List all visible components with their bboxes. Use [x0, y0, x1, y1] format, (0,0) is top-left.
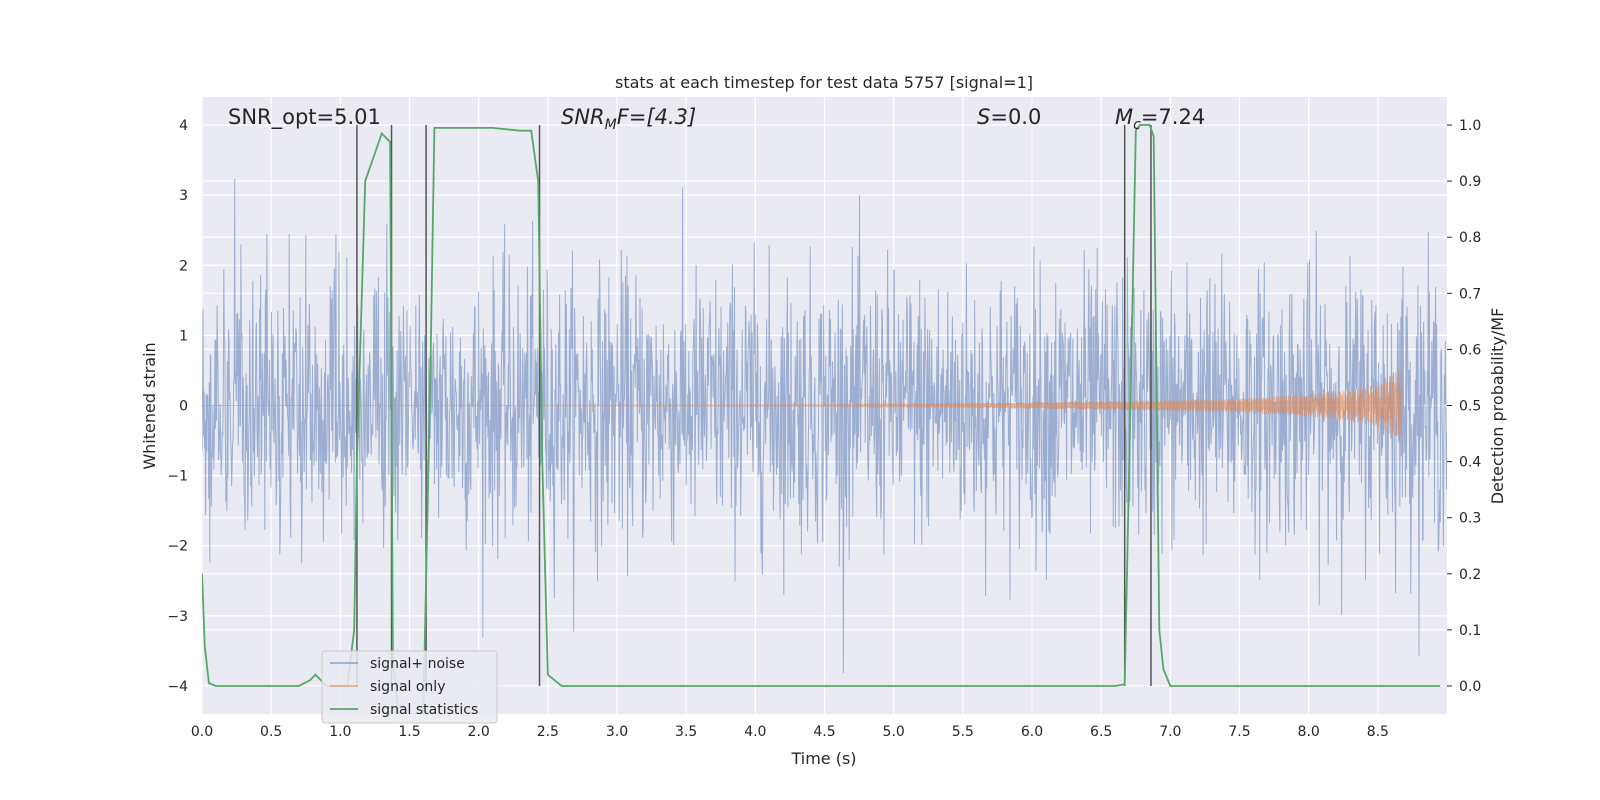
x-tick-label: 2.5: [537, 724, 559, 740]
series-signal-only: [202, 368, 1402, 440]
x-tick-label: 4.0: [744, 724, 766, 740]
annotation-s-symbol: S: [977, 105, 990, 129]
x-tick-label: 3.5: [675, 724, 697, 740]
x-tick-label: 5.0: [883, 724, 905, 740]
legend-label-signal: signal only: [370, 679, 445, 695]
x-tick-label: 7.0: [1159, 724, 1181, 740]
x-axis-ticks: 0.0 0.5 1.0 1.5 2.0 2.5 3.0 3.5 4.0 4.5 5.0 5.5 6.0 6…: [191, 724, 1389, 740]
x-tick-label: 7.5: [1228, 724, 1250, 740]
x-axis-label: Time (s): [790, 749, 856, 768]
y-tick-label-left: −3: [167, 609, 188, 625]
x-tick-label: 2.0: [468, 724, 490, 740]
annotation-mc-base: M: [1115, 105, 1133, 129]
y-axis-right-label: Detection probability/MF: [1488, 308, 1507, 505]
annotation-s-value: =0.0: [990, 105, 1041, 129]
annotation-snr-mf-rest: F=[4.3]: [617, 105, 696, 129]
y-tick-label-left: 0: [179, 399, 188, 415]
x-tick-label: 8.5: [1367, 724, 1389, 740]
annotation-snr-opt: SNR_opt=5.01: [228, 105, 381, 130]
legend-label-stats: signal statistics: [370, 702, 478, 718]
x-tick-label: 4.5: [813, 724, 835, 740]
y-tick-label-left: 4: [179, 118, 188, 134]
y-axis-left-ticks: −4 −3 −2 −1 0 1 2 3 4: [167, 118, 188, 695]
x-tick-label: 3.0: [606, 724, 628, 740]
y-tick-label-right: 0.2: [1459, 567, 1481, 583]
x-tick-label: 8.0: [1298, 724, 1320, 740]
annotation-snr-mf-base: SNR: [561, 105, 605, 129]
y-axis-left-label: Whitened strain: [140, 342, 159, 469]
y-tick-label-left: −4: [167, 679, 188, 695]
y-tick-label-right: 0.4: [1459, 455, 1481, 471]
y-tick-label-right: 0.3: [1459, 511, 1481, 527]
y-tick-label-right: 0.0: [1459, 679, 1481, 695]
y-tick-label-right: 1.0: [1459, 118, 1481, 134]
y-tick-label-left: −1: [167, 469, 188, 485]
x-tick-label: 0.0: [191, 724, 213, 740]
series-signal-plus-noise: [202, 178, 1447, 674]
y-tick-label-right: 0.5: [1459, 399, 1481, 415]
legend-label-noise: signal+ noise: [370, 656, 465, 672]
y-tick-label-left: 1: [179, 328, 188, 344]
x-tick-label: 6.5: [1090, 724, 1112, 740]
y-tick-label-right: 0.8: [1459, 230, 1481, 246]
chart-title: stats at each timestep for test data 575…: [615, 73, 1033, 92]
y-axis-right-ticks: 0.0 0.1 0.2 0.3 0.4 0.5 0.6 0.7 0.8 0.9 1.0: [1447, 118, 1481, 695]
y-tick-label-right: 0.1: [1459, 623, 1481, 639]
y-tick-label-right: 0.7: [1459, 286, 1481, 302]
legend: signal+ noise signal only signal statist…: [321, 650, 498, 724]
series-signal-statistics: [202, 124, 1441, 714]
x-tick-label: 1.0: [329, 724, 351, 740]
x-tick-label: 5.5: [952, 724, 974, 740]
x-tick-label: 1.5: [398, 724, 420, 740]
x-tick-label: 6.0: [1021, 724, 1043, 740]
annotation-snr-mf-sub: M: [605, 117, 617, 133]
y-tick-label-right: 0.9: [1459, 174, 1481, 190]
annotation-snr-mf: SNRMF=[4.3]: [561, 105, 696, 133]
x-tick-label: 0.5: [260, 724, 282, 740]
y-tick-label-left: −2: [167, 539, 188, 555]
annotation-s: S=0.0: [977, 105, 1041, 129]
y-tick-label-left: 2: [179, 258, 188, 274]
legend-box: [321, 650, 498, 724]
annotation-mc-sub: c: [1133, 117, 1141, 133]
y-tick-label-left: 3: [179, 188, 188, 204]
annotation-mc: Mc=7.24: [1115, 105, 1205, 133]
y-tick-label-right: 0.6: [1459, 342, 1481, 358]
annotation-mc-value: =7.24: [1141, 105, 1205, 129]
